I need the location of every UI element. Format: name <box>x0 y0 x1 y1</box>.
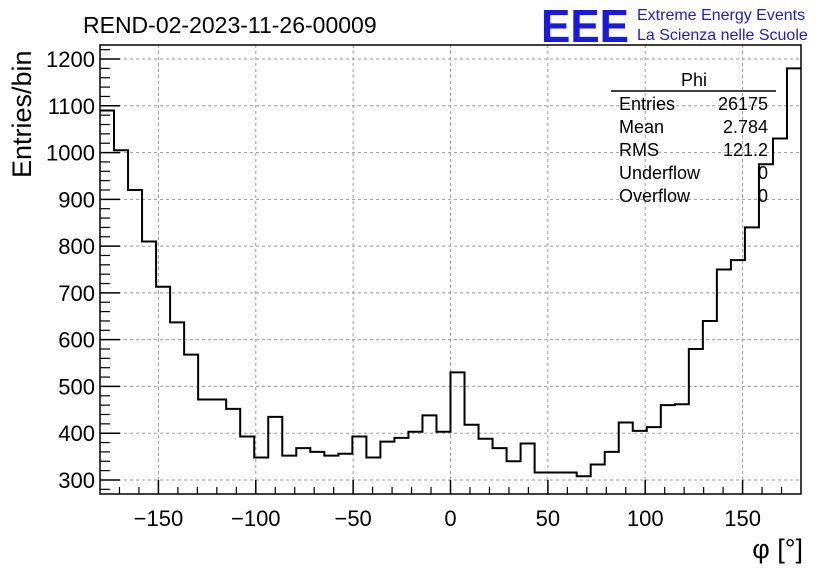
stats-row-label: RMS <box>619 140 659 160</box>
x-tick-label: −100 <box>231 506 281 531</box>
stats-row-value: 0 <box>758 163 768 183</box>
stats-row-label: Overflow <box>619 186 691 206</box>
y-tick-label: 500 <box>58 374 95 399</box>
grid <box>100 45 801 494</box>
eee-logo-line2: La Scienza nelle Scuole <box>637 27 808 44</box>
eee-logo-mark: EEE <box>541 0 629 52</box>
histogram-line <box>100 67 801 478</box>
x-tick-label: 0 <box>444 506 456 531</box>
stats-title: Phi <box>681 70 707 90</box>
stats-row-value: 121.2 <box>723 140 768 160</box>
stats-row-value: 0 <box>758 186 768 206</box>
y-tick-label: 600 <box>58 328 95 353</box>
stats-row-label: Entries <box>619 94 675 114</box>
axis-ticks <box>100 49 783 494</box>
x-tick-label: 50 <box>536 506 560 531</box>
x-tick-label: 100 <box>627 506 664 531</box>
stats-row-value: 26175 <box>718 94 768 114</box>
x-tick-label: 150 <box>724 506 761 531</box>
eee-logo-line1: Extreme Energy Events <box>637 7 805 24</box>
y-tick-label: 400 <box>58 421 95 446</box>
stats-row-label: Mean <box>619 117 664 137</box>
y-tick-label: 1100 <box>48 94 95 119</box>
eee-logo: EEE Extreme Energy Events La Scienza nel… <box>541 0 808 52</box>
stats-box: Phi Entries 26175 Mean 2.784 RMS 121.2 Underfl… <box>611 70 776 206</box>
stats-row-label: Underflow <box>619 163 701 183</box>
chart-title: REND-02-2023-11-26-00009 <box>83 12 377 38</box>
y-tick-label: 300 <box>58 468 95 493</box>
y-tick-label: 800 <box>58 234 95 259</box>
stats-row-value: 2.784 <box>723 117 768 137</box>
y-axis-title: Entries/bin <box>7 50 37 178</box>
y-tick-label: 1000 <box>46 141 95 166</box>
y-tick-label: 1200 <box>46 47 95 72</box>
x-tick-labels: −150 −100 −50 0 50 100 150 <box>134 506 761 531</box>
y-tick-label: 700 <box>58 281 95 306</box>
x-tick-label: −50 <box>334 506 371 531</box>
x-tick-label: −150 <box>134 506 184 531</box>
x-axis-title: φ [°] <box>752 534 803 564</box>
y-tick-labels: 300 400 500 600 700 800 900 1000 1100 1200 <box>46 47 95 493</box>
y-tick-label: 900 <box>58 187 95 212</box>
